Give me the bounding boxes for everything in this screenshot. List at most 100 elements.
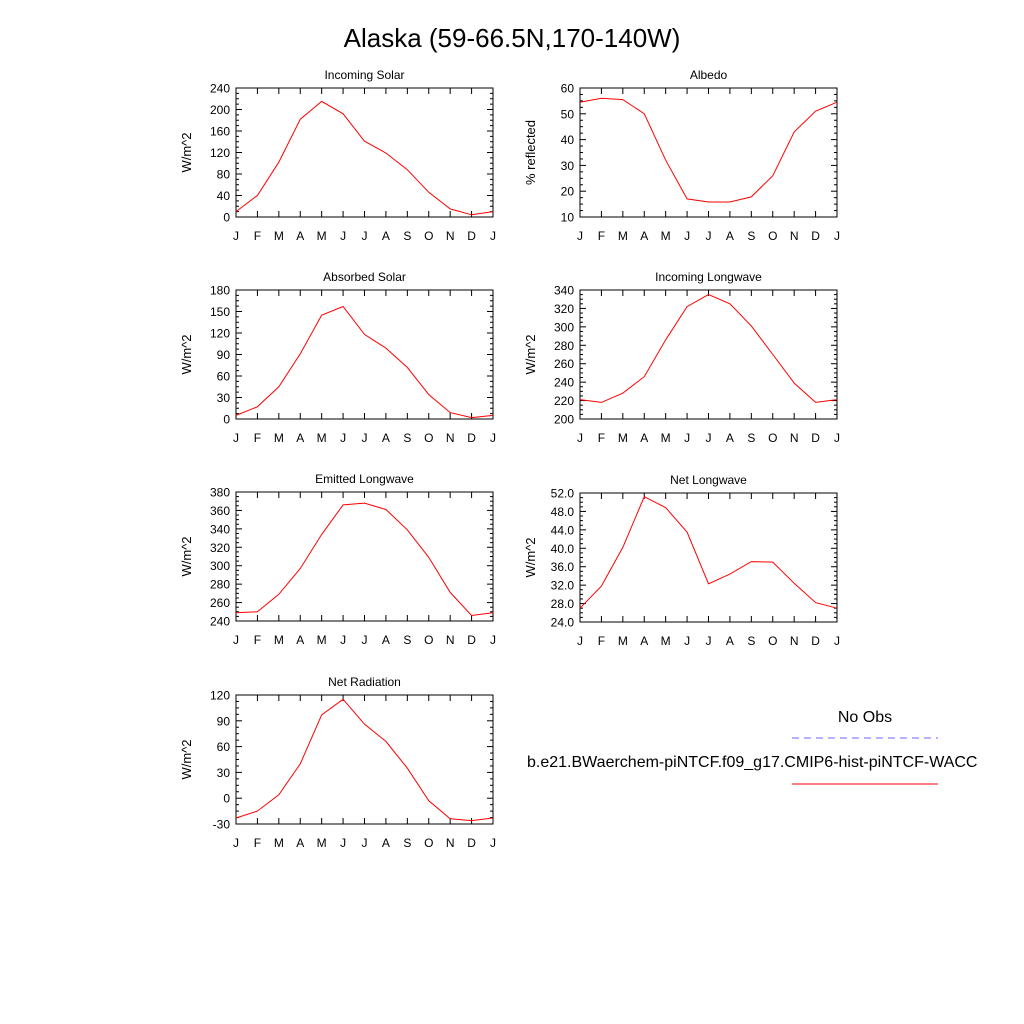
y-axis-label: W/m^2 [179, 536, 194, 576]
y-tick-label: 340 [554, 284, 574, 298]
y-tick-label: 120 [210, 327, 230, 341]
y-tick-label: 150 [210, 305, 230, 319]
x-tick-label: M [661, 431, 671, 445]
x-tick-label: D [467, 633, 476, 647]
plot-frame [235, 694, 494, 825]
chart-title: Incoming Solar [324, 68, 404, 82]
x-tick-label: J [340, 836, 346, 850]
y-tick-label: 200 [210, 103, 230, 117]
x-tick-label: O [768, 431, 777, 445]
y-tick-label: 360 [210, 504, 230, 518]
x-tick-label: J [706, 431, 712, 445]
series-line [579, 496, 838, 609]
y-tick-label: 320 [210, 541, 230, 555]
x-tick-label: M [317, 633, 327, 647]
x-tick-label: N [446, 836, 455, 850]
y-tick-label: 200 [554, 413, 574, 427]
x-tick-label: S [747, 634, 755, 648]
y-tick-label: 260 [210, 596, 230, 610]
y-tick-label: 180 [210, 284, 230, 298]
x-tick-label: M [317, 229, 327, 243]
x-tick-label: A [382, 229, 390, 243]
x-tick-label: A [640, 634, 648, 648]
x-tick-label: J [684, 229, 690, 243]
x-tick-label: M [661, 634, 671, 648]
y-tick-label: 90 [217, 348, 231, 362]
y-tick-label: 50 [561, 107, 575, 121]
y-tick-label: 40 [561, 133, 575, 147]
y-tick-label: 10 [561, 211, 575, 225]
x-tick-label: M [274, 633, 284, 647]
x-tick-label: J [684, 431, 690, 445]
x-tick-label: D [811, 431, 820, 445]
plot-frame [235, 289, 494, 420]
y-tick-label: 80 [217, 168, 231, 182]
x-tick-label: F [254, 633, 261, 647]
plot-frame [235, 491, 494, 622]
x-tick-label: J [340, 633, 346, 647]
y-tick-label: -30 [213, 818, 231, 832]
x-tick-label: J [834, 431, 840, 445]
x-tick-label: N [446, 229, 455, 243]
x-tick-label: J [490, 633, 496, 647]
series-line [235, 502, 494, 617]
x-tick-label: F [254, 431, 261, 445]
plot-frame [579, 289, 838, 420]
y-tick-label: 0 [223, 211, 230, 225]
y-tick-label: 160 [210, 125, 230, 139]
x-tick-label: A [726, 229, 734, 243]
y-tick-label: 240 [554, 376, 574, 390]
x-tick-label: J [233, 229, 239, 243]
x-tick-label: M [274, 229, 284, 243]
x-tick-label: F [598, 229, 605, 243]
y-axis-label: W/m^2 [179, 132, 194, 172]
x-tick-label: S [403, 633, 411, 647]
x-tick-label: O [768, 634, 777, 648]
x-tick-label: J [834, 634, 840, 648]
y-tick-label: 240 [210, 615, 230, 629]
x-tick-label: A [382, 836, 390, 850]
plot-frame [579, 492, 838, 623]
x-tick-label: F [254, 836, 261, 850]
series-line [579, 294, 838, 403]
y-tick-label: 120 [210, 689, 230, 703]
x-tick-label: M [618, 431, 628, 445]
y-tick-label: 60 [217, 370, 231, 384]
series-line [235, 305, 494, 419]
y-axis-label: W/m^2 [179, 739, 194, 779]
x-tick-label: F [254, 229, 261, 243]
x-tick-label: J [706, 229, 712, 243]
x-tick-label: A [296, 836, 304, 850]
y-tick-label: 30 [217, 766, 231, 780]
y-tick-label: 280 [210, 578, 230, 592]
y-axis-label: W/m^2 [523, 537, 538, 577]
y-tick-label: 0 [223, 413, 230, 427]
x-tick-label: M [317, 836, 327, 850]
x-tick-label: J [233, 633, 239, 647]
series-line [235, 698, 494, 822]
x-tick-label: J [362, 431, 368, 445]
x-tick-label: S [747, 431, 755, 445]
x-tick-label: O [768, 229, 777, 243]
x-tick-label: N [790, 229, 799, 243]
x-tick-label: A [726, 634, 734, 648]
x-tick-label: D [467, 229, 476, 243]
x-tick-label: J [490, 229, 496, 243]
y-tick-label: 30 [561, 159, 575, 173]
x-tick-label: M [317, 431, 327, 445]
x-tick-label: A [726, 431, 734, 445]
x-tick-label: O [424, 836, 433, 850]
y-tick-label: 28.0 [551, 597, 575, 611]
y-tick-label: 300 [210, 559, 230, 573]
x-tick-label: D [811, 229, 820, 243]
chart-title: Absorbed Solar [323, 270, 406, 284]
y-tick-label: 300 [554, 320, 574, 334]
y-tick-label: 0 [223, 792, 230, 806]
x-tick-label: M [274, 836, 284, 850]
plot-frame [235, 87, 494, 218]
